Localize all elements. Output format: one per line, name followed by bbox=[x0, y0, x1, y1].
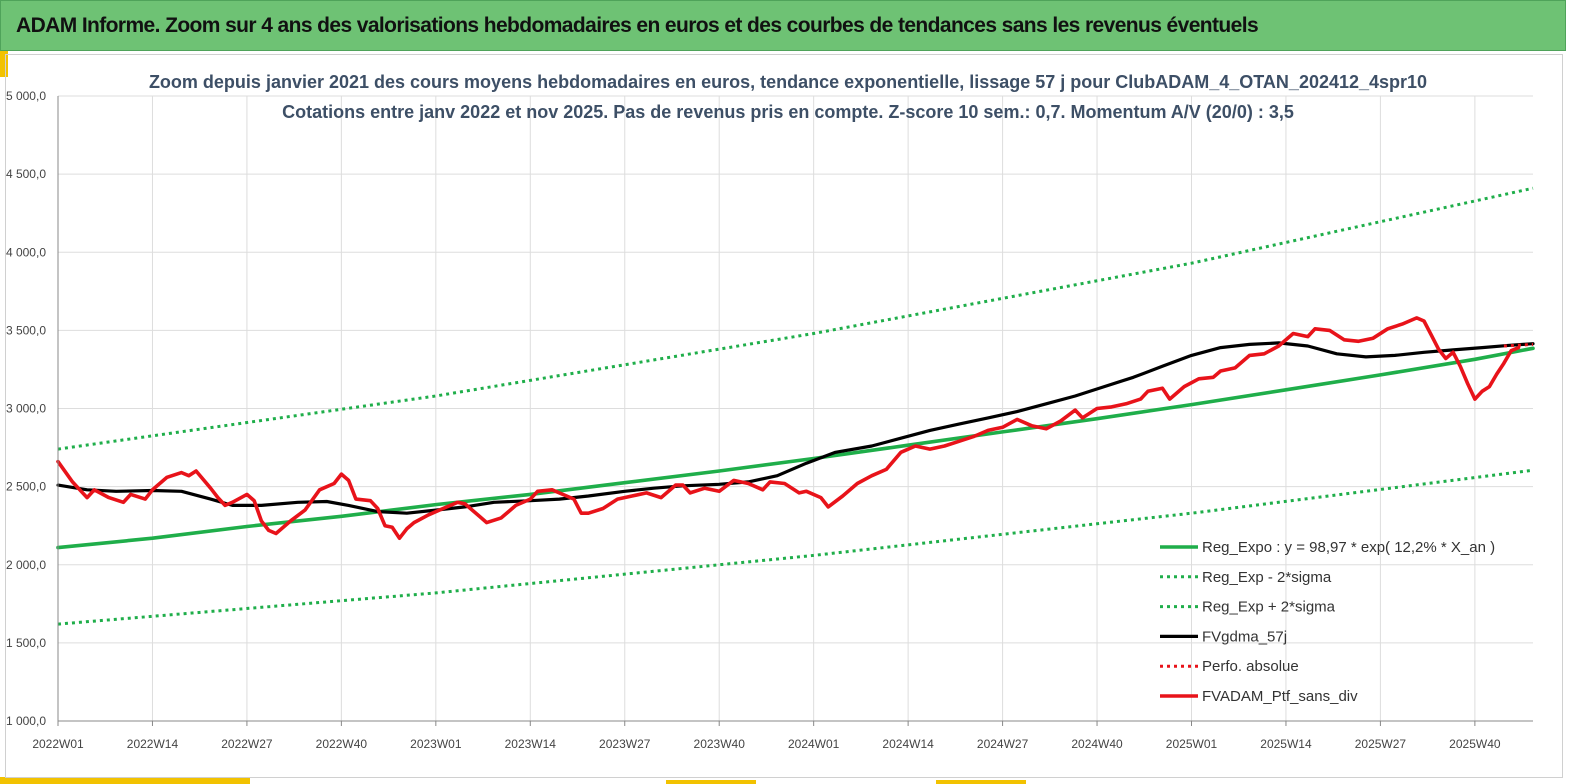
x-tick-label: 2022W14 bbox=[127, 737, 179, 751]
x-tick-label: 2024W01 bbox=[788, 737, 840, 751]
x-tick-label: 2024W14 bbox=[882, 737, 934, 751]
legend-entry: FVADAM_Ptf_sans_div bbox=[1202, 688, 1358, 705]
series-line-0 bbox=[56, 346, 1535, 550]
y-tick-label: 5 000,0 bbox=[6, 89, 46, 103]
legend-entry: FVgdma_57j bbox=[1202, 628, 1287, 645]
accent-bar-bottom-mid bbox=[666, 780, 756, 784]
y-tick-label: 2 500,0 bbox=[6, 480, 46, 494]
x-tick-label: 2022W27 bbox=[221, 737, 273, 751]
accent-bar-bottom-left bbox=[0, 777, 250, 784]
accent-bar-top bbox=[0, 51, 8, 77]
gridlines bbox=[57, 95, 1533, 722]
y-tick-label: 2 000,0 bbox=[6, 558, 46, 572]
series-line-3 bbox=[56, 341, 1535, 515]
chart-title-line-1: Zoom depuis janvier 2021 des cours moyen… bbox=[149, 72, 1427, 92]
chart-frame bbox=[5, 54, 1563, 778]
series-line-5 bbox=[56, 316, 1521, 540]
legend: Reg_Expo : y = 98,97 * exp( 12,2% * X_an… bbox=[1160, 539, 1495, 705]
header-banner: ADAM Informe. Zoom sur 4 ans des valoris… bbox=[0, 0, 1566, 51]
x-tick-label: 2024W40 bbox=[1071, 737, 1123, 751]
x-tick-label: 2023W01 bbox=[410, 737, 462, 751]
x-tick-label: 2025W01 bbox=[1166, 737, 1218, 751]
accent-bar-bottom-right bbox=[936, 780, 1026, 784]
y-tick-label: 4 500,0 bbox=[6, 167, 46, 181]
series-line-2 bbox=[57, 186, 1534, 451]
x-tick-label: 2024W27 bbox=[977, 737, 1029, 751]
legend-entry: Perfo. absolue bbox=[1202, 658, 1299, 675]
x-tick-label: 2023W27 bbox=[599, 737, 651, 751]
legend-entry: Reg_Exp + 2*sigma bbox=[1202, 599, 1336, 616]
x-tick-label: 2023W14 bbox=[505, 737, 557, 751]
y-tick-label: 3 500,0 bbox=[6, 323, 46, 337]
y-tick-label: 4 000,0 bbox=[6, 245, 46, 259]
chart-title-line-2: Cotations entre janv 2022 et nov 2025. P… bbox=[282, 102, 1294, 122]
page-title: ADAM Informe. Zoom sur 4 ans des valoris… bbox=[16, 14, 1259, 37]
x-tick-label: 2025W27 bbox=[1355, 737, 1407, 751]
x-tick-label: 2022W40 bbox=[316, 737, 368, 751]
series-line-1 bbox=[57, 468, 1534, 626]
x-tick-label: 2025W14 bbox=[1260, 737, 1312, 751]
series-lines bbox=[56, 186, 1535, 626]
y-tick-label: 1 500,0 bbox=[6, 636, 46, 650]
x-tick-label: 2025W40 bbox=[1449, 737, 1501, 751]
x-tick-label: 2023W40 bbox=[694, 737, 746, 751]
y-tick-label: 3 000,0 bbox=[6, 402, 46, 416]
x-tick-label: 2022W01 bbox=[32, 737, 84, 751]
y-tick-label: 1 000,0 bbox=[6, 714, 46, 728]
chart-title: Zoom depuis janvier 2021 des cours moyen… bbox=[149, 72, 1427, 122]
legend-entry: Reg_Expo : y = 98,97 * exp( 12,2% * X_an… bbox=[1202, 539, 1495, 556]
legend-entry: Reg_Exp - 2*sigma bbox=[1202, 569, 1332, 586]
axes: 1 000,0 1 500,0 2 000,0 2 500,0 3 000,0 3 500… bbox=[6, 89, 1533, 751]
series-line-4 bbox=[1503, 342, 1534, 348]
